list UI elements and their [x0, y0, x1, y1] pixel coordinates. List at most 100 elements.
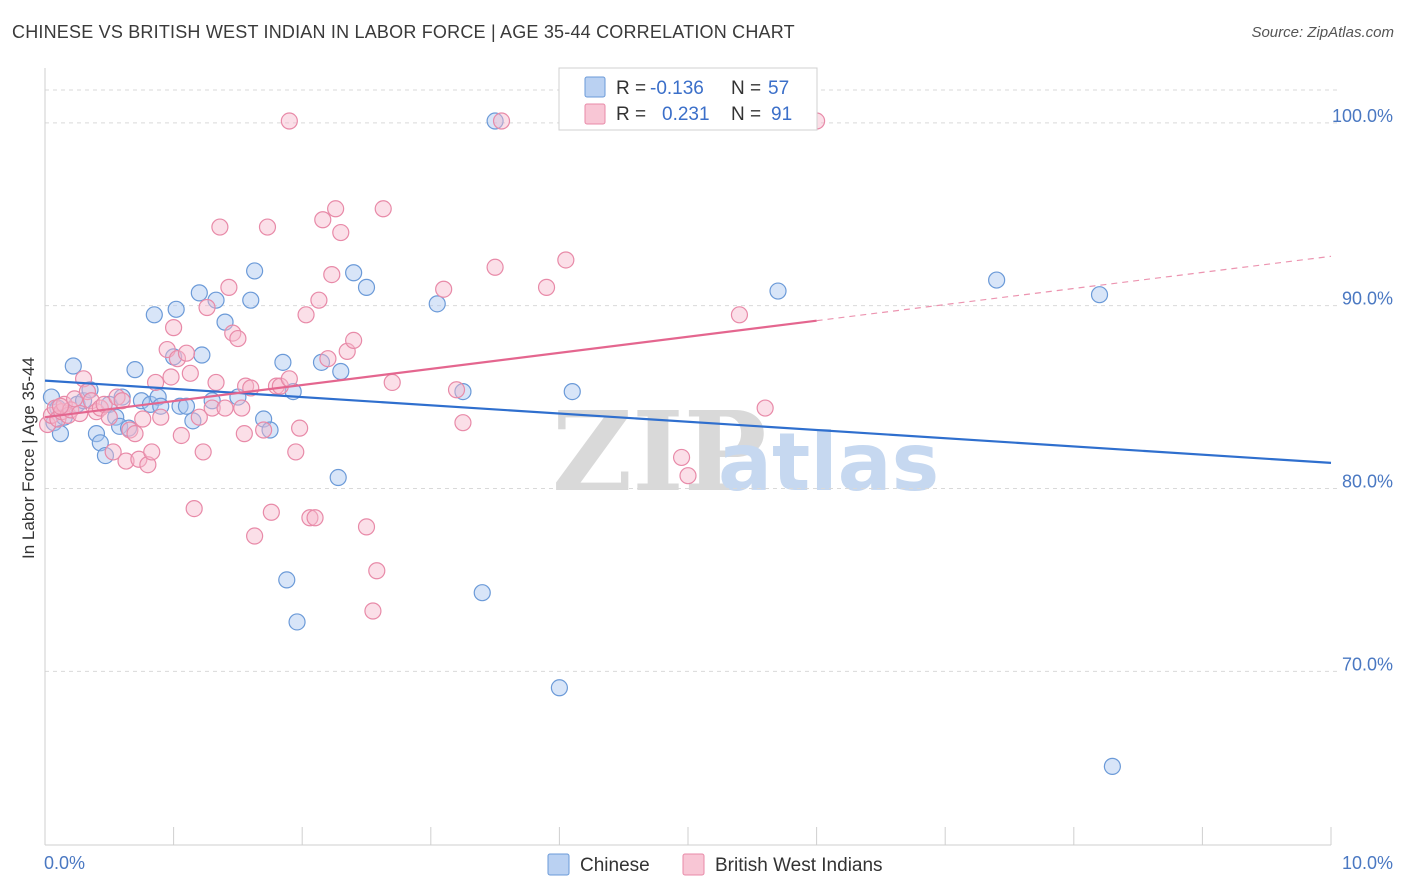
chinese-point-51: [550, 679, 569, 697]
bwi-point-26: [143, 443, 161, 461]
chinese-point-49: [473, 584, 491, 602]
chinese-point-38: [274, 353, 292, 371]
bwi-point-20: [117, 452, 135, 470]
bwi-point-75: [435, 280, 453, 298]
bottom-legend-swatch-bwi: [682, 853, 705, 876]
bwi-point-66: [327, 200, 345, 218]
bwi-point-76: [447, 381, 466, 399]
bwi-point-28: [152, 408, 170, 426]
trend-line-bwi-extension: [816, 255, 1332, 322]
bwi-point-16: [100, 408, 118, 426]
bwi-point-42: [211, 218, 229, 236]
trend-lines: [44, 255, 1332, 464]
legend-n-value-chinese: 57: [768, 78, 789, 99]
legend-swatch-bwi: [584, 103, 606, 125]
y-axis-label: In Labor Force | Age 35-44: [19, 357, 38, 559]
bwi-point-59: [297, 306, 315, 324]
y-tick-label-100: 100.0%: [1332, 106, 1393, 126]
bwi-point-34: [177, 344, 196, 362]
bwi-point-83: [679, 467, 697, 485]
bwi-point-24: [134, 410, 152, 428]
trend-line-chinese: [44, 379, 1332, 464]
bwi-point-61: [306, 509, 324, 527]
bwi-point-89: [280, 112, 298, 130]
chinese-point-28: [190, 284, 208, 302]
chinese-point-10: [91, 434, 109, 452]
chinese-point-35: [246, 262, 264, 280]
tick-labels: 70.0% 80.0% 90.0% 100.0% 0.0% 10.0%: [44, 106, 1393, 873]
bwi-point-68: [338, 342, 356, 360]
chinese-point-44: [332, 362, 350, 381]
chinese-point-52: [563, 382, 581, 401]
y-tick-label-90: 90.0%: [1342, 289, 1393, 309]
legend-r-label-chinese: R =: [616, 78, 646, 99]
bwi-point-53: [262, 503, 280, 521]
bwi-point-82: [672, 448, 691, 467]
bwi-point-31: [165, 319, 183, 337]
series-chinese: [42, 112, 1121, 775]
bwi-point-88: [235, 425, 253, 443]
bottom-legend-label-bwi: British West Indians: [715, 855, 883, 876]
bottom-legend: Chinese British West Indians: [547, 853, 883, 876]
chinese-point-15: [113, 388, 131, 406]
chinese-point-45: [345, 264, 363, 282]
bwi-point-56: [280, 370, 298, 388]
bwi-point-62: [310, 291, 328, 309]
top-legend: R = -0.136 N = 57 R = 0.231 N = 91: [558, 67, 818, 131]
x-tick-label-0: 0.0%: [44, 853, 85, 873]
bottom-legend-swatch-chinese: [547, 853, 570, 876]
bwi-point-81: [557, 251, 575, 269]
bwi-point-23: [130, 450, 148, 468]
bwi-point-33: [172, 426, 190, 445]
chinese-point-25: [171, 397, 189, 415]
bwi-point-69: [345, 331, 363, 350]
bwi-point-37: [190, 408, 208, 426]
chinese-point-55: [1090, 286, 1109, 304]
bwi-point-63: [314, 211, 332, 229]
chinese-point-34: [242, 291, 260, 309]
legend-n-label-chinese: N =: [731, 78, 761, 99]
bwi-point-54: [267, 377, 286, 395]
bwi-point-90: [51, 397, 70, 415]
bwi-point-25: [139, 456, 157, 474]
chinese-point-43: [329, 468, 347, 487]
bwi-point-40: [203, 399, 221, 417]
bottom-legend-label-chinese: Chinese: [580, 855, 650, 876]
bwi-point-46: [229, 329, 247, 348]
bwi-point-32: [168, 350, 187, 368]
bwi-point-73: [374, 200, 392, 218]
legend-r-value-chinese: -0.136: [650, 78, 704, 99]
chinese-point-20: [145, 306, 163, 324]
chinese-point-54: [988, 271, 1006, 289]
bwi-point-65: [323, 265, 341, 284]
chart-title: CHINESE VS BRITISH WEST INDIAN IN LABOR …: [12, 22, 795, 42]
bwi-point-74: [383, 373, 401, 392]
legend-swatch-chinese: [584, 76, 606, 98]
series-british-west-indians: [38, 112, 826, 620]
chinese-point-3: [51, 425, 70, 443]
chinese-point-29: [193, 346, 211, 364]
bwi-point-12: [82, 392, 100, 410]
bwi-point-47: [233, 399, 251, 417]
bwi-point-38: [194, 443, 212, 461]
y-tick-label-70: 70.0%: [1342, 654, 1393, 674]
chinese-point-56: [1103, 757, 1121, 775]
bwi-point-70: [357, 518, 376, 536]
chinese-point-41: [288, 613, 306, 631]
chinese-point-17: [126, 361, 144, 379]
chinese-point-9: [87, 425, 106, 443]
chinese-point-48: [454, 382, 472, 401]
bwi-point-78: [486, 258, 504, 276]
chinese-point-46: [357, 278, 376, 296]
bwi-point-58: [291, 419, 309, 437]
bwi-point-79: [492, 112, 511, 130]
source-label: Source: ZipAtlas.com: [1251, 24, 1394, 41]
legend-n-label-bwi: N =: [731, 104, 761, 125]
bwi-point-51: [255, 421, 273, 439]
bwi-point-72: [368, 562, 386, 580]
chinese-point-50: [486, 112, 504, 130]
bwi-point-39: [198, 298, 216, 317]
chinese-point-0: [42, 388, 61, 406]
bwi-point-19: [113, 392, 131, 410]
chinese-point-26: [177, 397, 196, 415]
